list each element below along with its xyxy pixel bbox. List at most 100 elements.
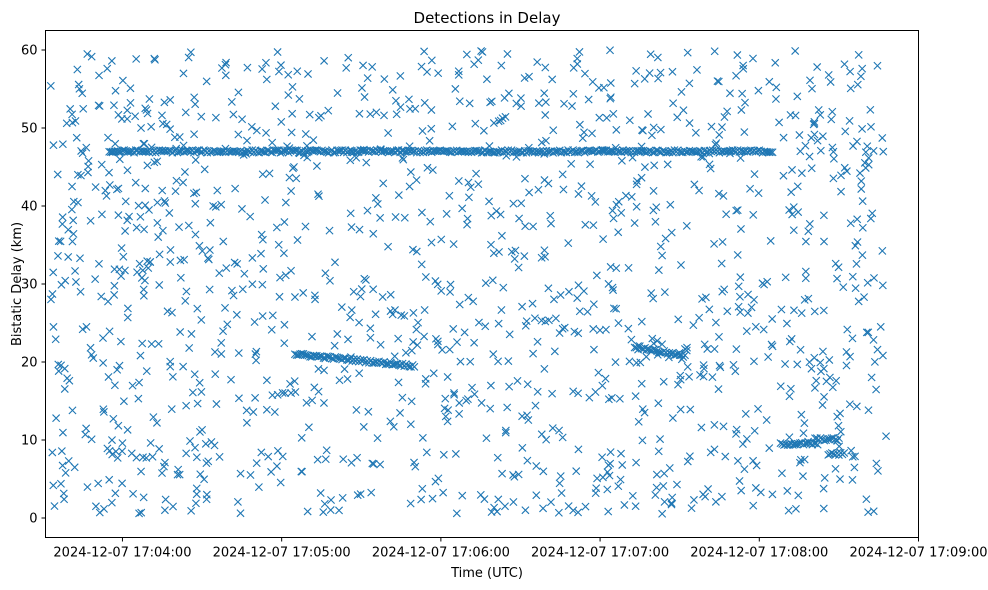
data-point [650,161,659,170]
data-point [87,350,96,359]
data-point [523,411,532,420]
data-point [800,295,809,304]
data-point [549,295,558,304]
data-point [175,133,184,142]
data-point [498,114,507,123]
data-point [46,81,55,90]
data-point [603,485,612,494]
data-point [371,310,380,319]
data-point [863,278,872,287]
data-point [182,287,191,296]
data-point [196,470,205,479]
data-point [438,345,447,354]
data-point [233,497,242,506]
data-point [154,233,163,242]
data-point [113,365,122,374]
data-point [651,217,660,226]
data-point [121,197,130,206]
data-point [791,504,800,513]
data-point [736,224,745,233]
data-point [454,177,463,186]
data-point [505,330,514,339]
data-point [645,69,654,78]
data-point [741,409,750,418]
data-point [805,152,814,161]
data-point [207,437,216,446]
data-point [779,133,788,142]
data-point [625,357,634,366]
data-point [707,122,716,131]
data-point [100,504,109,513]
data-point [262,376,271,385]
data-point [166,125,175,134]
data-point [325,226,334,235]
data-point [188,388,197,397]
data-point [567,159,576,168]
data-point [390,352,399,361]
data-point [810,117,819,126]
data-point [153,218,162,227]
data-point [525,146,534,155]
x-tick-label: 2024-12-07 17:04:00 [53,546,191,561]
data-point [515,214,524,223]
data-point [185,344,194,353]
data-point [344,53,353,62]
data-point [690,180,699,189]
data-point [455,300,464,309]
data-point [142,367,151,376]
data-point [598,381,607,390]
data-point [699,490,708,499]
data-point [49,141,58,150]
data-point [108,450,117,459]
data-point [695,186,704,195]
data-point [67,205,76,214]
data-point [83,168,92,177]
data-point [733,51,742,60]
data-point [421,379,430,388]
data-point [450,388,459,397]
plot-area [45,30,919,538]
data-point [633,177,641,186]
data-point [804,227,813,236]
data-point [87,52,96,61]
data-point [785,433,794,442]
data-point [453,338,462,347]
data-point [691,128,700,137]
data-point [845,400,854,409]
data-point [628,491,637,500]
data-point [240,269,249,278]
data-point [705,305,714,314]
x-tick-label: 2024-12-07 17:07:00 [531,546,669,561]
data-point [114,110,123,119]
data-point [104,133,113,142]
data-point [321,269,330,278]
data-point [190,130,199,139]
data-point [126,98,135,107]
data-point [569,387,578,396]
data-point [722,210,731,219]
data-point [846,352,855,361]
data-point [346,156,355,165]
data-point [347,458,356,467]
data-point [418,484,427,493]
data-point [264,452,273,461]
data-point [141,184,150,193]
data-point [537,430,546,439]
data-point [853,238,862,247]
data-point [744,290,753,299]
data-point [352,405,361,414]
data-point [628,153,637,162]
data-point [481,322,490,331]
data-point [762,415,771,424]
data-point [683,362,692,371]
data-point [331,258,339,267]
data-point [617,449,626,458]
data-point [795,458,804,467]
data-point [601,325,610,334]
data-point [546,211,555,220]
data-point [732,345,741,354]
data-point [68,237,77,246]
data-point [297,433,306,442]
data-point [572,467,581,476]
data-point [321,455,330,464]
